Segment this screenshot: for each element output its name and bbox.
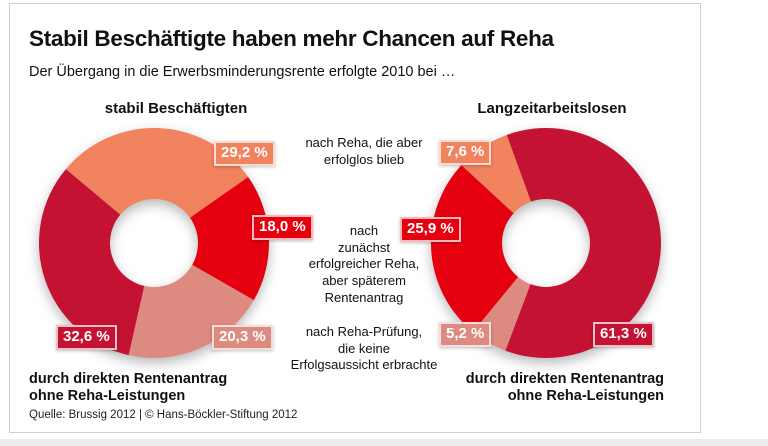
donut-segment	[38, 169, 145, 356]
donut-svg	[38, 127, 270, 358]
chart-title-langzeitarbeitslose: Langzeitarbeitslosen	[477, 100, 627, 117]
direct-pension-label-left: durch direkten Rentenantrag ohne Reha-Le…	[29, 371, 228, 405]
chart-title-stabil-beschaeftigte: stabil Beschäftigten	[104, 100, 248, 117]
annotation-reha-erfolglos: nach Reha, die aber erfolglos blieb	[305, 135, 423, 167]
page-title: Stabil Beschäftigte haben mehr Chancen a…	[29, 26, 554, 51]
percent-label-langzeit-reha-erfolglos: 7,6 %	[439, 140, 492, 165]
source-line: Quelle: Brussig 2012 | © Hans-Böckler-St…	[29, 409, 298, 421]
donut-segment	[431, 165, 519, 332]
percent-label-langzeit-reha-pruefung: 5,2 %	[439, 322, 492, 347]
percent-label-stabil-reha-pruefung: 20,3 %	[212, 325, 273, 350]
page-background-strip	[0, 439, 768, 446]
page-subtitle: Der Übergang in die Erwerbsminderungsren…	[29, 64, 456, 80]
percent-label-stabil-reha-erfolglos: 29,2 %	[214, 141, 275, 166]
direct-pension-label-right: durch direkten Rentenantrag ohne Reha-Le…	[465, 371, 664, 405]
percent-label-stabil-direktantrag: 32,6 %	[56, 325, 117, 350]
donut-chart-stabil-beschaeftigte	[38, 127, 270, 358]
donut-segment	[505, 128, 662, 359]
annotation-reha-erfolgreich: nach zunächst erfolgreicher Reha, aber s…	[308, 223, 420, 305]
donut-segment	[190, 177, 270, 301]
percent-label-stabil-reha-erfolgreich: 18,0 %	[252, 215, 313, 240]
infographic-card: Stabil Beschäftigte haben mehr Chancen a…	[9, 3, 701, 433]
annotation-reha-pruefung: nach Reha-Prüfung, die keine Erfolgsauss…	[290, 324, 438, 373]
percent-label-langzeit-direktantrag: 61,3 %	[593, 322, 654, 347]
percent-label-langzeit-reha-erfolgreich: 25,9 %	[400, 217, 461, 242]
donut-segment	[65, 127, 249, 218]
